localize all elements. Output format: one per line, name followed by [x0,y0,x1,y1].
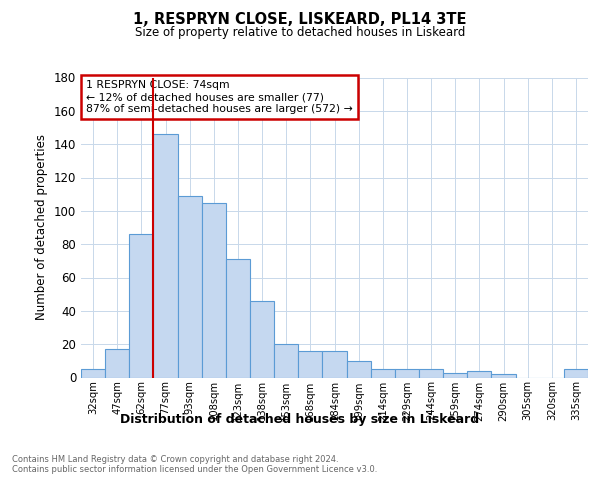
Bar [178,196,202,378]
Bar [419,369,443,378]
Bar [371,369,395,378]
Bar [322,351,347,378]
Bar [298,351,322,378]
Bar [395,369,419,378]
Text: 1 RESPRYN CLOSE: 74sqm
← 12% of detached houses are smaller (77)
87% of semi-det: 1 RESPRYN CLOSE: 74sqm ← 12% of detached… [86,80,353,114]
Text: Distribution of detached houses by size in Liskeard: Distribution of detached houses by size … [121,412,479,426]
Y-axis label: Number of detached properties: Number of detached properties [35,134,48,320]
Text: Contains HM Land Registry data © Crown copyright and database right 2024.
Contai: Contains HM Land Registry data © Crown c… [12,455,377,474]
Bar [274,344,298,378]
Bar [105,349,129,378]
Bar [491,374,515,378]
Bar [129,234,154,378]
Bar [154,134,178,378]
Bar [443,372,467,378]
Bar [250,301,274,378]
Bar [226,259,250,378]
Bar [467,371,491,378]
Bar [347,361,371,378]
Text: 1, RESPRYN CLOSE, LISKEARD, PL14 3TE: 1, RESPRYN CLOSE, LISKEARD, PL14 3TE [133,12,467,28]
Bar [202,202,226,378]
Text: Size of property relative to detached houses in Liskeard: Size of property relative to detached ho… [135,26,465,39]
Bar [564,369,588,378]
Bar [81,369,105,378]
